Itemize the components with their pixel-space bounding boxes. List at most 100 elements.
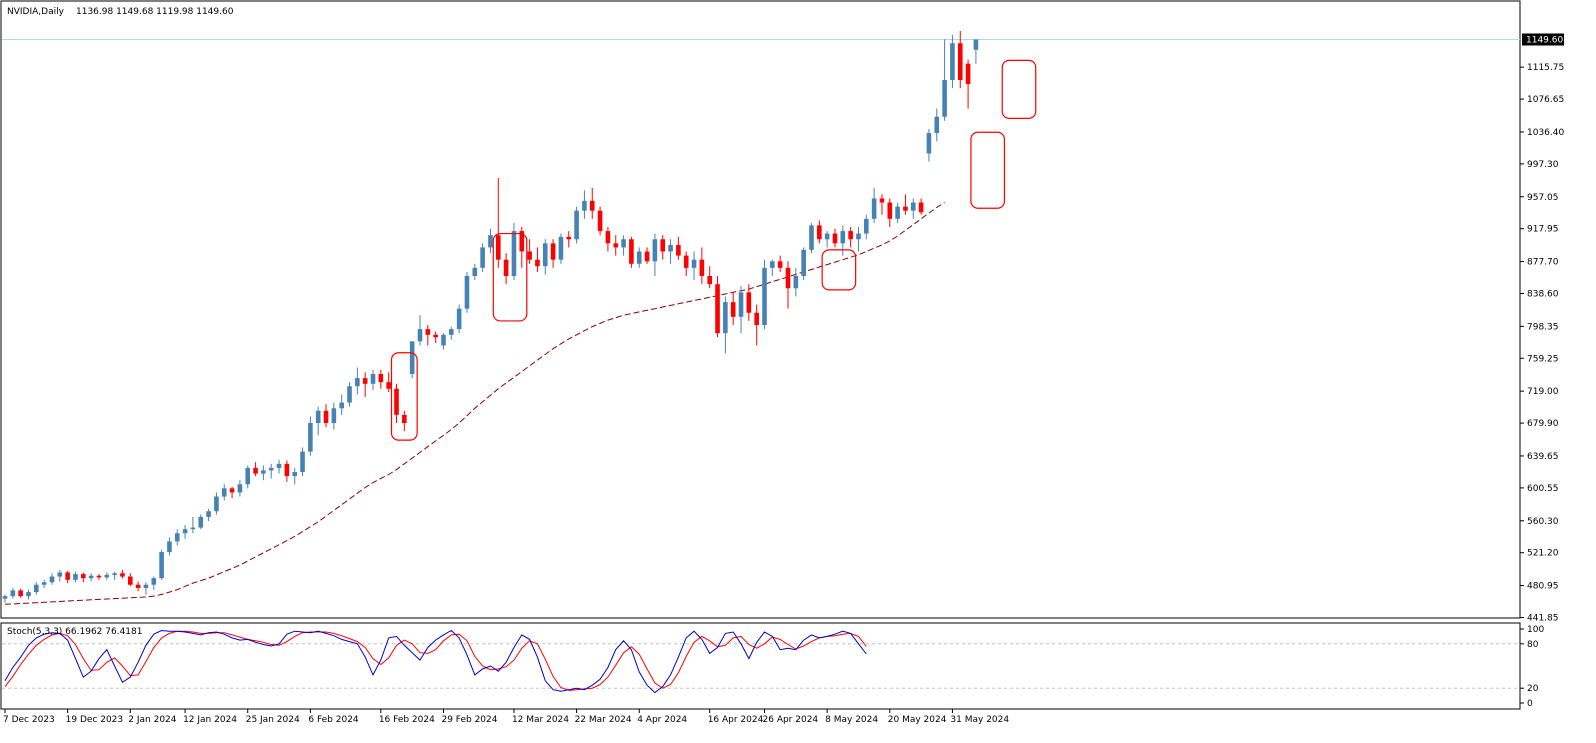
candlestick	[315, 406, 321, 436]
candle-body	[417, 329, 423, 342]
stoch-panel: 100 80 20 0 Stoch(5,3,3) 66.1962 76.4181	[0, 622, 1544, 710]
candlestick	[464, 271, 470, 313]
candlestick	[738, 285, 744, 334]
candle-body	[425, 329, 431, 335]
candlestick	[378, 369, 384, 389]
candle-body	[605, 231, 611, 244]
stoch-axis-label: 100	[1527, 625, 1544, 635]
candlestick	[237, 480, 243, 497]
candle-body	[402, 414, 407, 424]
price-axis-label: 838.60	[1527, 289, 1559, 299]
candle-body	[809, 225, 814, 250]
candle-body	[965, 63, 971, 85]
candle-body	[707, 276, 712, 285]
candle-body	[621, 239, 626, 248]
candlestick	[942, 39, 947, 121]
candle-body	[730, 302, 736, 317]
candlestick	[895, 202, 900, 223]
candlestick	[127, 573, 133, 587]
candlestick	[261, 465, 266, 481]
candle-body	[770, 261, 775, 268]
candle-body	[973, 39, 979, 50]
candle-body	[151, 578, 157, 585]
price-axis-label: 639.65	[1527, 452, 1559, 462]
time-axis: 7 Dec 2023 19 Dec 2023 2 Jan 2024 12 Jan 20…	[3, 709, 1009, 725]
candle-body	[206, 511, 211, 517]
candlestick	[214, 492, 219, 515]
candle-body	[856, 233, 861, 240]
candlestick	[198, 514, 204, 530]
candlestick	[903, 194, 908, 215]
price-axis-label: 441.85	[1527, 614, 1559, 624]
candlestick	[323, 404, 329, 428]
time-axis-label: 16 Apr 2024	[708, 715, 764, 725]
candlestick	[848, 227, 853, 248]
candlestick	[777, 255, 783, 272]
symbol-label: NVIDIA,Daily	[7, 7, 65, 17]
candle-body	[315, 410, 321, 424]
price-axis: 1115.75 1076.65 1036.40 997.30 957.05 917.95 8…	[1520, 63, 1564, 624]
time-axis-label: 29 Feb 2024	[441, 715, 497, 725]
candlestick	[527, 239, 532, 264]
candlestick	[73, 571, 78, 583]
candlestick	[308, 416, 313, 456]
candlestick	[965, 59, 971, 109]
candlestick	[159, 549, 164, 580]
candlestick	[950, 35, 955, 89]
candle-body	[527, 251, 532, 260]
candle-body	[143, 584, 149, 588]
time-axis-label: 22 Mar 2024	[575, 715, 632, 725]
candlestick	[120, 570, 125, 579]
candle-body	[683, 255, 689, 268]
candlestick	[41, 579, 47, 588]
candle-body	[535, 259, 540, 267]
candlestick	[96, 574, 102, 580]
candlestick	[449, 326, 454, 340]
candlestick	[644, 247, 650, 264]
candle-body	[276, 463, 282, 468]
candlestick	[417, 315, 423, 346]
candlestick	[715, 276, 720, 338]
candlestick	[49, 573, 55, 585]
candle-body	[668, 244, 673, 252]
time-axis-label: 20 May 2024	[888, 715, 947, 725]
candlestick	[402, 410, 407, 432]
candle-body	[73, 574, 78, 580]
candlestick	[362, 372, 368, 397]
candle-body	[88, 575, 94, 579]
candle-body	[96, 575, 102, 578]
candlestick	[707, 266, 712, 289]
candlestick	[636, 247, 642, 268]
candle-body	[495, 235, 501, 260]
candlestick	[668, 239, 673, 264]
candlestick	[135, 581, 141, 592]
candle-body	[174, 533, 180, 542]
price-axis-label: 759.25	[1527, 354, 1559, 364]
time-axis-label: 6 Feb 2024	[308, 715, 359, 725]
candle-body	[754, 312, 759, 326]
candle-body	[214, 496, 219, 512]
candlestick	[809, 222, 814, 254]
stoch-main-line	[4, 629, 867, 694]
candlestick	[550, 239, 556, 268]
candlestick	[104, 572, 110, 580]
candle-body	[331, 408, 337, 424]
candle-body	[433, 334, 438, 338]
candlestick	[456, 304, 462, 334]
candle-body	[676, 244, 681, 256]
candlestick	[495, 178, 501, 268]
time-axis-label: 26 Apr 2024	[763, 715, 819, 725]
stoch-axis-label: 20	[1527, 684, 1539, 694]
candlestick	[10, 587, 16, 599]
candle-body	[362, 378, 368, 384]
candle-body	[245, 467, 251, 485]
candle-body	[957, 43, 963, 81]
candle-body	[456, 308, 462, 330]
candlestick	[887, 198, 893, 228]
candle-body	[895, 206, 900, 219]
candlestick	[621, 235, 626, 256]
candle-body	[738, 292, 744, 317]
candle-body	[198, 516, 204, 528]
candle-body	[190, 527, 196, 530]
